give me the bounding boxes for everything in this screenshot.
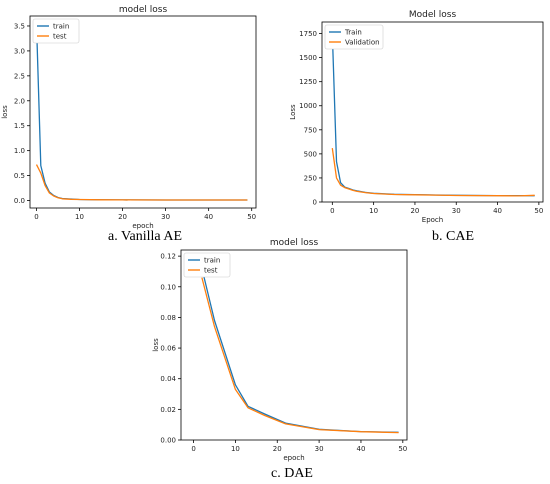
x-tick-label: 30 xyxy=(452,207,461,215)
chart-1: model loss 0 10 20 30 40 50 0.0 0.5 1.0 1.5 2.0 2.5 3… xyxy=(1,5,257,244)
series-line-test xyxy=(201,277,399,434)
plot-frame xyxy=(180,249,408,441)
y-tick-label: 1.0 xyxy=(14,147,25,155)
legend-entry: train xyxy=(204,257,220,265)
x-axis-label: epoch xyxy=(132,222,153,230)
y-tick-label: 500 xyxy=(304,150,317,158)
y-tick-label: 1.5 xyxy=(14,122,25,130)
x-tick-label: 10 xyxy=(75,213,84,221)
x-tick-label: 20 xyxy=(118,213,127,221)
x-tick-label: 30 xyxy=(315,445,324,453)
series-line-validation xyxy=(331,148,535,197)
y-axis-label: loss xyxy=(152,338,160,352)
figure-caption: b. CAE xyxy=(432,229,474,244)
x-tick-label: 40 xyxy=(204,213,213,221)
y-tick-label: 750 xyxy=(304,126,317,134)
legend-entry: test xyxy=(204,267,218,275)
y-axis-label: loss xyxy=(1,105,9,119)
y-tick-label: 2.5 xyxy=(14,72,25,80)
series-line-train xyxy=(35,23,248,201)
series-line-train xyxy=(201,268,399,433)
chart-title: model loss xyxy=(270,238,319,248)
x-tick-label: 50 xyxy=(534,207,543,215)
x-tick-label: 40 xyxy=(357,445,366,453)
x-tick-label: 0 xyxy=(191,445,195,453)
y-tick-label: 0.06 xyxy=(160,345,176,353)
y-tick-label: 0.5 xyxy=(14,172,25,180)
chart-title: Model loss xyxy=(409,10,457,20)
y-tick-label: 0.02 xyxy=(160,406,176,414)
figure-caption: a. Vanilla AE xyxy=(108,229,182,244)
chart-3: model loss 0 10 20 30 40 50 0.00 0.02 0.04 0.06 0.0… xyxy=(152,238,408,481)
x-tick-label: 50 xyxy=(398,445,407,453)
plot-frame xyxy=(321,21,544,203)
y-tick-label: 0.12 xyxy=(160,253,176,261)
legend-entry: Validation xyxy=(345,39,380,47)
x-tick-label: 30 xyxy=(161,213,170,221)
x-tick-label: 40 xyxy=(493,207,502,215)
legend-entry: Train xyxy=(344,29,362,37)
legend xyxy=(324,24,384,50)
x-tick-label: 0 xyxy=(34,213,38,221)
series-line-test xyxy=(35,164,248,201)
y-tick-label: 1000 xyxy=(299,102,317,110)
y-tick-label: 0 xyxy=(313,199,317,207)
y-tick-label: 2.0 xyxy=(14,97,25,105)
chart-title: model loss xyxy=(119,5,168,15)
x-axis-label: epoch xyxy=(283,454,304,462)
y-tick-label: 3.5 xyxy=(14,22,25,30)
x-tick-label: 50 xyxy=(247,213,256,221)
y-axis-label: Loss xyxy=(289,104,297,120)
x-axis-label: Epoch xyxy=(422,216,443,224)
figure-caption: c. DAE xyxy=(271,466,313,481)
legend-entry: test xyxy=(53,33,67,41)
series-line-train xyxy=(331,32,535,197)
y-tick-label: 3.0 xyxy=(14,47,25,55)
x-tick-label: 0 xyxy=(330,207,334,215)
x-tick-label: 20 xyxy=(273,445,282,453)
y-tick-label: 0.0 xyxy=(14,197,25,205)
y-tick-label: 0.00 xyxy=(160,437,176,445)
legend xyxy=(32,18,80,44)
y-tick-label: 1250 xyxy=(299,78,317,86)
y-tick-label: 0.04 xyxy=(160,375,176,383)
legend-entry: train xyxy=(53,23,69,31)
y-tick-label: 1750 xyxy=(299,30,317,38)
x-tick-label: 20 xyxy=(410,207,419,215)
plot-frame xyxy=(29,15,257,209)
y-tick-label: 0.10 xyxy=(160,283,176,291)
y-tick-label: 250 xyxy=(304,174,317,182)
y-tick-label: 1500 xyxy=(299,54,317,62)
x-tick-label: 10 xyxy=(369,207,378,215)
legend xyxy=(183,252,231,278)
x-tick-label: 10 xyxy=(231,445,240,453)
y-tick-label: 0.08 xyxy=(160,314,176,322)
